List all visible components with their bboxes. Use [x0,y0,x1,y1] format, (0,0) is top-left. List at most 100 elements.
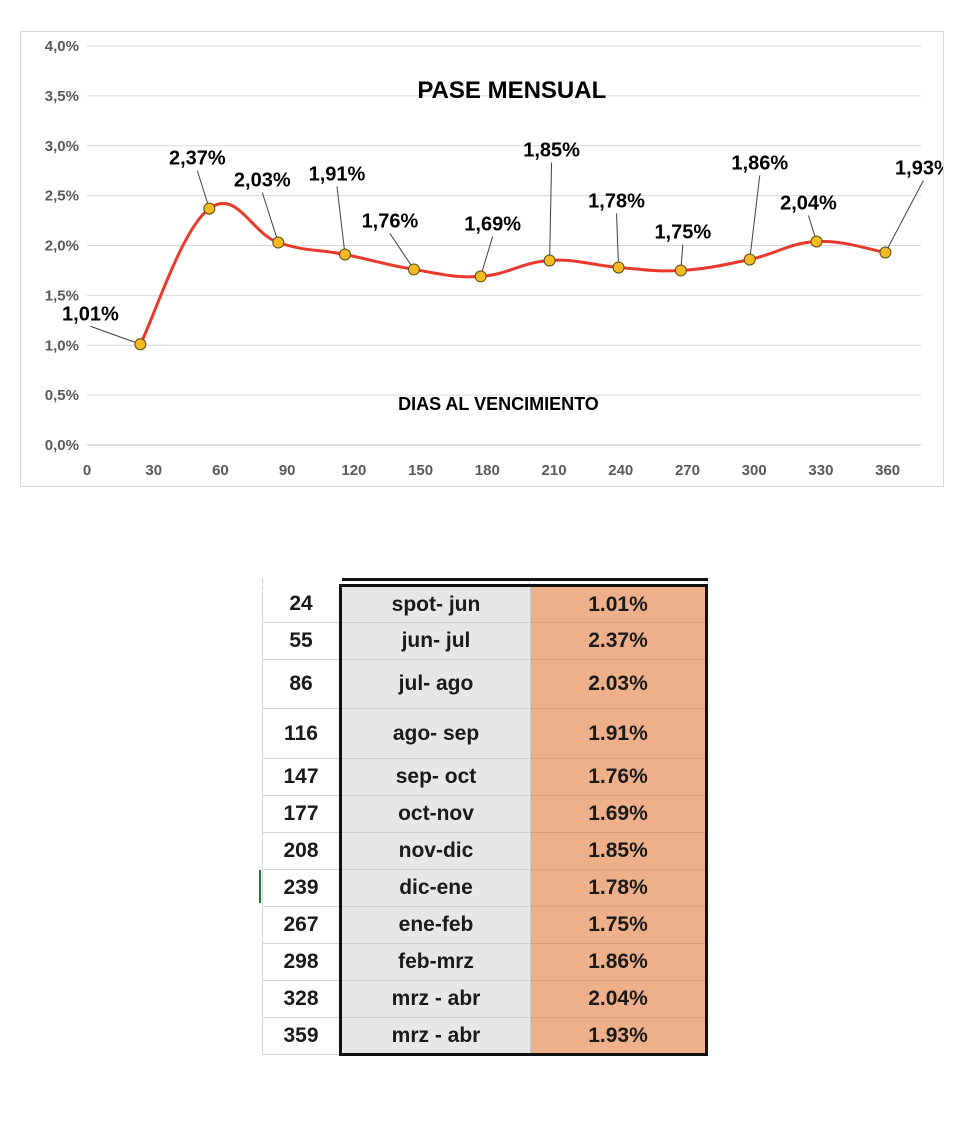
table-row: 116 ago- sep 1.91% [262,708,708,759]
period-cell: spot- jun [339,584,531,623]
leader-line [749,175,761,260]
x-tick-label: 330 [808,462,833,479]
days-cell: 147 [262,758,341,796]
data-label: 1,85% [523,139,580,161]
leader-line [884,180,924,253]
table-row: 359 mrz - abr 1.93% [262,1017,708,1056]
data-points [134,202,892,351]
y-axis-ticks: 0,0% 0,5% 1,0% 1,5% 2,0% 2,5% 3,0% 3,5% 4,0% [45,38,79,454]
days-cell: 116 [262,708,341,759]
line-chart: 0,0% 0,5% 1,0% 1,5% 2,0% 2,5% 3,0% 3,5% 4,0% 0 30… [45,38,943,479]
x-tick-label: 300 [742,462,767,479]
table-row: 147 sep- oct 1.76% [262,758,708,796]
data-label: 1,75% [654,221,711,243]
table-row: 239 dic-ene 1.78% [262,869,708,907]
data-point [743,253,756,266]
period-cell: dic-ene [339,869,531,907]
rate-cell: 1.86% [530,943,708,981]
chart-title: PASE MENSUAL [417,77,606,104]
table-row: 177 oct-nov 1.69% [262,795,708,833]
chart-container: 0,0% 0,5% 1,0% 1,5% 2,0% 2,5% 3,0% 3,5% 4,0% 0 30… [20,31,944,487]
rate-cell: 1.91% [530,708,708,759]
data-label: 2,03% [234,170,291,192]
days-cell: 177 [262,795,341,833]
data-label: 1,78% [588,190,645,212]
rate-cell: 1.75% [530,906,708,944]
table-edge [529,578,530,584]
leader-line [480,236,494,277]
period-cell: sep- oct [339,758,531,796]
y-tick-label: 2,0% [45,238,79,255]
period-cell: ene-feb [339,906,531,944]
y-tick-label: 4,0% [45,38,79,55]
x-tick-label: 120 [341,462,366,479]
x-tick-label: 90 [279,462,296,479]
data-point [474,270,487,283]
table-row: 328 mrz - abr 2.04% [262,980,708,1018]
period-cell: nov-dic [339,832,531,870]
table-row: 55 jun- jul 2.37% [262,622,708,660]
data-label: 1,76% [362,210,419,232]
period-cell: mrz - abr [339,980,531,1018]
data-label: 1,91% [309,163,366,185]
x-tick-label: 60 [212,462,229,479]
leader-line [549,162,553,261]
data-label: 1,69% [464,213,521,235]
rate-cell: 1.85% [530,832,708,870]
data-point [338,248,351,261]
y-tick-label: 3,0% [45,138,79,155]
y-tick-label: 1,0% [45,337,79,354]
data-label: 2,37% [169,148,226,170]
gridlines [87,45,921,446]
rate-cell: 1.78% [530,869,708,907]
table-row: 298 feb-mrz 1.86% [262,943,708,981]
leader-line [389,233,415,270]
rate-cell: 1.01% [530,584,708,623]
y-tick-label: 3,5% [45,88,79,105]
x-tick-label: 150 [408,462,433,479]
x-axis-label: DIAS AL VENCIMIENTO [398,394,599,414]
x-axis-ticks: 0 30 60 90 120 150 180 210 240 270 300 330 360 [83,462,900,479]
rate-cell: 1.69% [530,795,708,833]
period-cell: feb-mrz [339,943,531,981]
days-cell: 208 [262,832,341,870]
y-tick-label: 1,5% [45,287,79,304]
data-point [134,338,147,351]
period-cell: ago- sep [339,708,531,759]
data-point [543,254,556,267]
data-label: 1,86% [731,152,788,174]
rate-cell: 1.93% [530,1017,708,1056]
days-cell: 328 [262,980,341,1018]
leader-line [261,192,279,243]
rate-cell: 2.03% [530,659,708,709]
rate-cell: 1.76% [530,758,708,796]
x-tick-label: 210 [542,462,567,479]
leader-line [90,325,141,345]
period-cell: oct-nov [339,795,531,833]
x-tick-label: 360 [875,462,900,479]
x-tick-label: 0 [83,462,91,479]
data-point [674,264,687,277]
table-top-border [342,578,708,581]
x-tick-label: 30 [145,462,162,479]
data-label: 2,04% [780,193,837,215]
table-row: 86 jul- ago 2.03% [262,659,708,709]
table-row: 24 spot- jun 1.01% [262,584,708,623]
x-tick-label: 240 [608,462,633,479]
data-point [203,202,216,215]
y-tick-label: 0,5% [45,387,79,404]
days-cell: 24 [262,585,341,623]
period-cell: mrz - abr [339,1017,531,1056]
rates-table: 24 spot- jun 1.01% 55 jun- jul 2.37% 86 jul- ag… [262,584,708,1056]
days-cell: 55 [262,622,341,660]
x-tick-label: 180 [475,462,500,479]
data-point [810,235,823,248]
rate-cell: 2.04% [530,980,708,1018]
leader-line [196,170,210,209]
data-labels: 1,01% 2,37% 2,03% 1,91% 1,76% 1,69% 1,85% 1,78%… [62,139,943,325]
table-edge [262,578,263,584]
leader-lines [90,162,924,345]
active-row-indicator [259,870,261,903]
data-point [407,263,420,276]
leader-line [616,213,620,268]
